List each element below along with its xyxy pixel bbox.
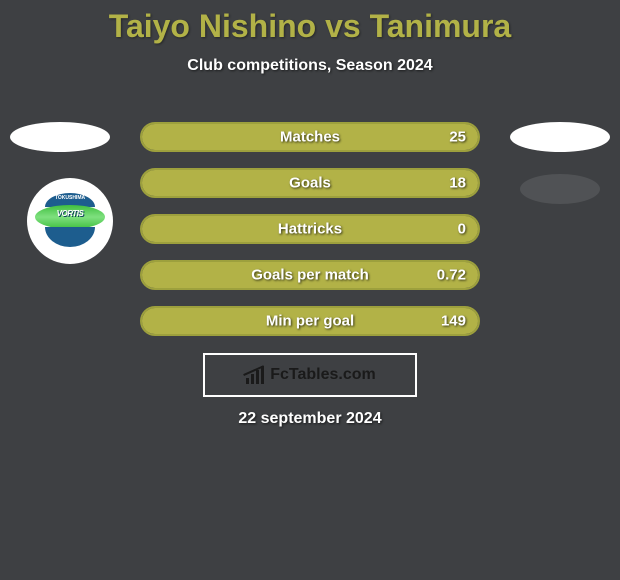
team-logo-icon: TOKUSHIMA VORTIS [35,193,105,249]
player1-ellipse-top [10,122,110,152]
stat-row-min-per-goal: Min per goal 149 [140,306,480,336]
stat-label: Goals [289,175,331,192]
date-text: 22 september 2024 [0,410,620,428]
stat-row-hattricks: Hattricks 0 [140,214,480,244]
stat-value: 149 [441,313,466,330]
team-logo-subtext: TOKUSHIMA [45,195,95,201]
attribution-box: FcTables.com [203,353,417,397]
team-logo-text: VORTIS [35,209,105,218]
stats-block: Matches 25 Goals 18 Hattricks 0 Goals pe… [140,122,480,352]
subtitle: Club competitions, Season 2024 [0,57,620,75]
stat-label: Min per goal [266,313,354,330]
stat-row-goals-per-match: Goals per match 0.72 [140,260,480,290]
stat-value: 18 [449,175,466,192]
stat-label: Hattricks [278,221,342,238]
stat-row-goals: Goals 18 [140,168,480,198]
stat-value: 25 [449,129,466,146]
page-title: Taiyo Nishino vs Tanimura [0,0,620,45]
player2-ellipse-mid [520,174,600,204]
stat-label: Matches [280,129,340,146]
attribution-text: FcTables.com [270,366,376,384]
bar-chart-icon [244,366,266,384]
stat-label: Goals per match [251,267,369,284]
player2-ellipse-top [510,122,610,152]
player1-team-logo: TOKUSHIMA VORTIS [27,178,113,264]
stat-value: 0 [458,221,466,238]
stat-row-matches: Matches 25 [140,122,480,152]
stat-value: 0.72 [437,267,466,284]
